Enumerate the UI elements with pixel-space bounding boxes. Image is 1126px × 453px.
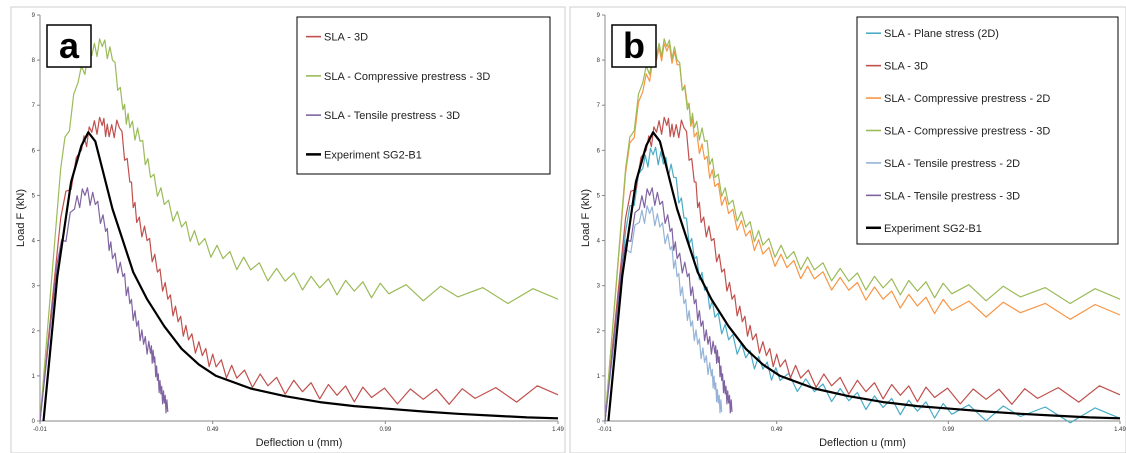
series-line [604, 187, 733, 422]
y-tick-label: 2 [597, 329, 601, 335]
x-tick-label: 1.49 [1114, 427, 1126, 433]
legend-label: SLA - Tensile prestress - 3D [884, 190, 1020, 202]
x-tick-label: 0.99 [379, 427, 391, 433]
series-line [604, 116, 1121, 422]
y-tick-label: 8 [597, 58, 601, 64]
x-tick-label: 0.99 [942, 427, 954, 433]
legend-label: Experiment SG2-B1 [324, 149, 422, 161]
legend-label: SLA - Plane stress (2D) [884, 28, 999, 40]
series-line [607, 131, 1121, 422]
panel-a: 0 1 2 3 4 5 6 7 8 9 -0.01 0.49 0.99 1.49 Deflection u … [10, 6, 566, 453]
legend-label: SLA - Compressive prestress - 2D [884, 93, 1050, 105]
x-tick-label: -0.01 [598, 427, 612, 433]
series-line [42, 131, 559, 422]
y-tick-label: 3 [32, 284, 36, 290]
series-line [39, 116, 559, 422]
y-axis-title: Load F (kN) [15, 189, 27, 247]
legend-label: SLA - 3D [324, 32, 368, 44]
panel-label-box [46, 24, 92, 68]
legend-label: Experiment SG2-B1 [884, 223, 982, 235]
y-tick-label: 4 [597, 239, 601, 245]
panel-frame [10, 6, 566, 453]
y-tick-label: 1 [32, 374, 36, 380]
legend-label: SLA - 3D [884, 61, 928, 73]
legend-box [856, 16, 1119, 245]
y-tick-label: 5 [597, 193, 601, 199]
legend-box [296, 16, 551, 175]
y-tick-label: 6 [597, 148, 601, 154]
y-tick-label: 3 [597, 284, 601, 290]
y-tick-label: 7 [597, 103, 601, 109]
y-tick-label: 6 [32, 148, 36, 154]
legend-label: SLA - Tensile prestress - 2D [884, 158, 1020, 170]
series-line [604, 38, 1121, 422]
legend-label: SLA - Compressive prestress - 3D [884, 126, 1050, 138]
series-line [39, 38, 559, 422]
x-tick-label: 0.49 [771, 427, 783, 433]
y-tick-label: 0 [32, 419, 36, 425]
y-tick-label: 9 [597, 13, 601, 19]
y-tick-label: 5 [32, 193, 36, 199]
y-axis-title: Load F (kN) [580, 189, 592, 247]
y-tick-label: 9 [32, 13, 36, 19]
y-tick-label: 4 [32, 239, 36, 245]
x-axis-title: Deflection u (mm) [819, 437, 906, 449]
y-tick-label: 7 [32, 103, 36, 109]
legend-label: SLA - Tensile prestress - 3D [324, 110, 460, 122]
y-tick-label: 2 [32, 329, 36, 335]
series-line [39, 187, 169, 422]
y-tick-label: 0 [597, 419, 601, 425]
y-tick-label: 1 [597, 374, 601, 380]
panel-label: b [623, 25, 645, 66]
legend-label: SLA - Compressive prestress - 3D [324, 71, 490, 83]
series-line [604, 146, 1121, 424]
x-tick-label: 1.49 [552, 427, 564, 433]
x-tick-label: 0.49 [207, 427, 219, 433]
series-line [604, 205, 723, 422]
x-axis-title: Deflection u (mm) [256, 437, 343, 449]
panel-b: 0 1 2 3 4 5 6 7 8 9 -0.01 0.49 0.99 1.49 Deflection u … [569, 6, 1126, 453]
panel-frame [569, 6, 1126, 453]
x-tick-label: -0.01 [33, 427, 47, 433]
panel-label: a [59, 25, 80, 66]
y-tick-label: 8 [32, 58, 36, 64]
panel-label-box [611, 24, 657, 68]
series-line [604, 42, 1121, 422]
